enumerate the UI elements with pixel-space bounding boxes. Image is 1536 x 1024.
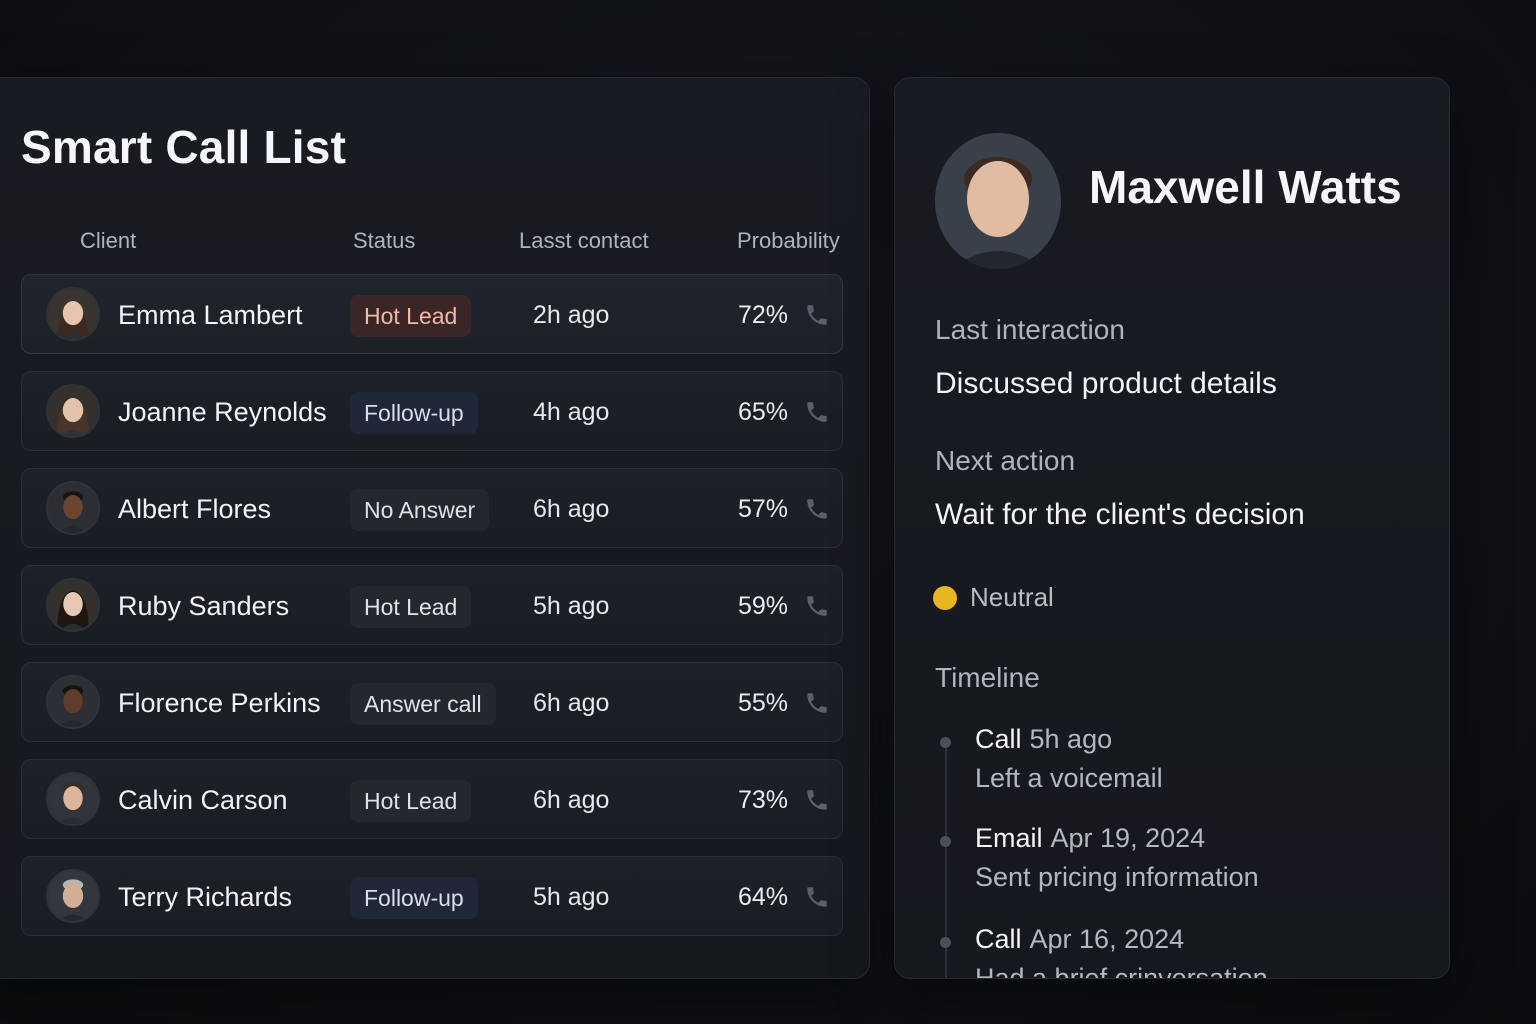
- timeline-dot: [940, 737, 951, 748]
- client-name: Calvin Carson: [118, 785, 288, 815]
- next-action-label: Next action: [935, 445, 1076, 476]
- probability: 59%: [737, 592, 788, 620]
- column-header-probability[interactable]: Probability: [737, 228, 840, 253]
- probability: 65%: [737, 398, 788, 426]
- client-name: Emma Lambert: [118, 300, 303, 330]
- probability: 72%: [737, 301, 788, 329]
- avatar: [46, 869, 100, 923]
- contact-detail-panel: Maxwell Watts Last interaction Discussed…: [894, 77, 1450, 979]
- status-badge: Hot Lead: [350, 780, 472, 822]
- timeline-time: Apr 19, 2024: [1050, 823, 1206, 853]
- phone-icon[interactable]: [804, 399, 830, 425]
- column-header-client[interactable]: Client: [80, 228, 137, 253]
- last-contact: 4h ago: [533, 398, 610, 426]
- last-contact: 2h ago: [533, 301, 610, 329]
- timeline-time: Apr 16, 2024: [1029, 924, 1185, 954]
- last-interaction-label: Last interaction: [935, 314, 1125, 345]
- table-row[interactable]: Emma Lambert Hot Lead 2h ago 72%: [21, 274, 843, 354]
- page-title: Smart Call List: [21, 121, 347, 173]
- client-name: Terry Richards: [118, 882, 293, 912]
- table-row[interactable]: Joanne Reynolds Follow-up 4h ago 65%: [21, 371, 843, 451]
- probability: 73%: [737, 786, 788, 814]
- phone-icon[interactable]: [804, 690, 830, 716]
- avatar: [46, 772, 100, 826]
- client-name: Joanne Reynolds: [118, 397, 327, 427]
- timeline-type: Email: [975, 823, 1043, 853]
- phone-icon[interactable]: [804, 787, 830, 813]
- timeline-type: Call: [975, 924, 1022, 954]
- status-badge: Hot Lead: [350, 295, 472, 337]
- call-list-panel: Smart Call List Client Status Lasst cont…: [0, 77, 870, 979]
- phone-icon[interactable]: [804, 496, 830, 522]
- timeline-dot: [940, 937, 951, 948]
- timeline-entry-header: Call Apr 16, 2024: [975, 924, 1184, 955]
- sentiment-label: Neutral: [970, 582, 1054, 612]
- table-row[interactable]: Calvin Carson Hot Lead 6h ago 73%: [21, 759, 843, 839]
- phone-icon[interactable]: [804, 593, 830, 619]
- client-name: Florence Perkins: [118, 688, 321, 718]
- contact-name: Maxwell Watts: [1089, 161, 1402, 213]
- avatar: [46, 384, 100, 438]
- timeline-dot: [940, 836, 951, 847]
- next-action-value: Wait for the client's decision: [935, 498, 1305, 531]
- probability: 57%: [737, 495, 788, 523]
- status-badge: No Answer: [350, 489, 490, 531]
- last-contact: 5h ago: [533, 592, 610, 620]
- last-contact: 6h ago: [533, 786, 610, 814]
- phone-icon[interactable]: [804, 884, 830, 910]
- probability: 55%: [737, 689, 788, 717]
- sentiment-indicator: [933, 586, 957, 610]
- timeline-line: [945, 740, 947, 978]
- column-header-last-contact[interactable]: Lasst contact: [519, 228, 649, 253]
- last-interaction-value: Discussed product details: [935, 367, 1277, 400]
- column-header-status[interactable]: Status: [353, 228, 416, 253]
- status-badge: Follow-up: [350, 392, 478, 434]
- last-contact: 6h ago: [533, 689, 610, 717]
- timeline-heading: Timeline: [935, 662, 1040, 693]
- client-name: Ruby Sanders: [118, 591, 290, 621]
- probability: 64%: [737, 883, 788, 911]
- timeline-desc: Left a voicemail: [975, 763, 1163, 793]
- status-badge: Answer call: [350, 683, 496, 725]
- avatar: [46, 481, 100, 535]
- timeline-desc: Sent pricing information: [975, 862, 1259, 892]
- table-row[interactable]: Albert Flores No Answer 6h ago 57%: [21, 468, 843, 548]
- last-contact: 5h ago: [533, 883, 610, 911]
- call-list-rows: Emma Lambert Hot Lead 2h ago 72% Joanne …: [21, 274, 843, 953]
- last-contact: 6h ago: [533, 495, 610, 523]
- table-row[interactable]: Ruby Sanders Hot Lead 5h ago 59%: [21, 565, 843, 645]
- avatar: [935, 133, 1061, 269]
- timeline-entry-header: Email Apr 19, 2024: [975, 823, 1205, 854]
- phone-icon[interactable]: [804, 302, 830, 328]
- avatar: [46, 675, 100, 729]
- table-row[interactable]: Florence Perkins Answer call 6h ago 55%: [21, 662, 843, 742]
- timeline-type: Call: [975, 724, 1022, 754]
- status-badge: Follow-up: [350, 877, 478, 919]
- status-badge: Hot Lead: [350, 586, 472, 628]
- timeline-time: 5h ago: [1029, 724, 1113, 754]
- timeline-desc: Had a brief crinversation: [975, 963, 1268, 979]
- table-row[interactable]: Terry Richards Follow-up 5h ago 64%: [21, 856, 843, 936]
- avatar: [46, 578, 100, 632]
- avatar: [46, 287, 100, 341]
- timeline-entry-header: Call 5h ago: [975, 724, 1112, 755]
- client-name: Albert Flores: [118, 494, 272, 524]
